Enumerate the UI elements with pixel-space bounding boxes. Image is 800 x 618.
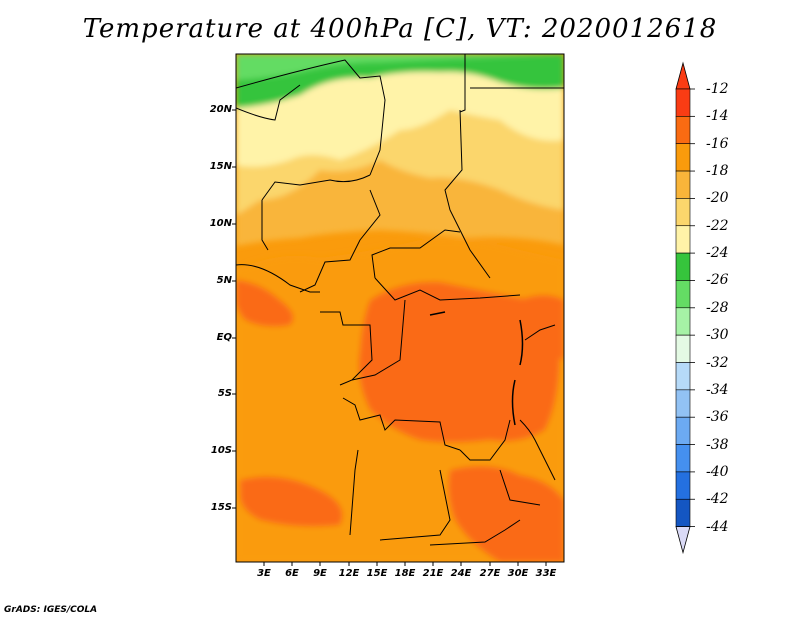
colorbar-label: -14: [706, 108, 729, 125]
colorbar-label: -28: [706, 299, 729, 316]
lon-tick-marks: [263, 562, 547, 566]
lon-label: 21E: [422, 568, 444, 579]
colorbar-swatch: [675, 116, 691, 144]
colorbar-label: -20: [706, 190, 729, 207]
band-minus-12-to-14-congo: [358, 281, 560, 443]
country-borders: [236, 54, 564, 546]
colorbar-swatch: [675, 416, 691, 445]
colorbar-swatch: [675, 252, 691, 281]
colorbar-label: -40: [706, 463, 729, 480]
colorbar-label: -38: [706, 436, 729, 453]
colorbar-swatch: [675, 88, 691, 117]
colorbar-swatch: [675, 170, 691, 199]
lat-tick-marks: [232, 109, 236, 509]
chart-title: Temperature at 400hPa [C], VT: 202001261…: [82, 14, 718, 44]
colorbar-label: -22: [706, 217, 729, 234]
band-minus-12-to-14-southeast: [448, 466, 564, 562]
lat-label: 20N: [209, 104, 232, 115]
colorbar-swatch: [675, 471, 691, 500]
lat-label: EQ: [216, 332, 232, 343]
lon-label: 6E: [285, 568, 299, 579]
colorbar-label: -24: [706, 245, 729, 262]
lon-label: 15E: [366, 568, 388, 579]
colorbar-bottom-arrow: [675, 526, 691, 555]
colorbar-label: -12: [706, 81, 729, 97]
lon-label: 27E: [479, 568, 501, 579]
map-frame: [235, 53, 565, 563]
colorbar-label: -34: [706, 381, 729, 398]
colorbar-swatch: [675, 334, 691, 363]
colorbar-label: -30: [706, 327, 729, 344]
lon-label: 9E: [313, 568, 327, 579]
colorbar-swatch: [675, 143, 691, 172]
colorbar-label: -44: [706, 518, 729, 535]
lat-label: 15S: [210, 502, 232, 513]
lon-label: 24E: [450, 568, 472, 579]
colorbar-swatch: [675, 498, 691, 527]
colorbar-label: -16: [706, 135, 729, 152]
colorbar-label: -18: [706, 163, 729, 180]
lon-label: 33E: [535, 568, 557, 579]
colorbar-swatch: [675, 280, 691, 309]
band-minus-12-to-14-south: [240, 476, 343, 527]
lat-label: 10N: [209, 218, 232, 229]
grads-credit: GrADS: IGES/COLA: [4, 605, 98, 615]
lat-label: 10S: [210, 445, 232, 456]
colorbar-swatch: [675, 225, 691, 254]
lon-label: 30E: [507, 568, 529, 579]
colorbar-label: -26: [706, 272, 729, 289]
colorbar-swatch: [675, 198, 691, 227]
lat-label: 15N: [209, 161, 232, 172]
lon-label: 18E: [394, 568, 416, 579]
band-minus-24-to-26: [236, 54, 564, 80]
lat-label: 5N: [216, 275, 232, 286]
lat-label: 5S: [217, 388, 232, 399]
lon-label: 3E: [257, 568, 271, 579]
colorbar-label: -36: [706, 409, 729, 426]
colorbar-swatch: [675, 307, 691, 336]
band-minus-12-to-14-coast: [236, 280, 294, 327]
colorbar-swatch: [675, 389, 691, 418]
colorbar-label: -32: [706, 354, 729, 371]
colorbar-top-arrow: [675, 61, 691, 90]
colorbar-swatch: [675, 362, 691, 391]
band-minus-12-to-14-east: [519, 295, 564, 360]
lon-label: 12E: [338, 568, 360, 579]
lakes: [429, 311, 524, 426]
colorbar-label: -42: [706, 491, 729, 508]
colorbar-swatch: [675, 444, 691, 473]
